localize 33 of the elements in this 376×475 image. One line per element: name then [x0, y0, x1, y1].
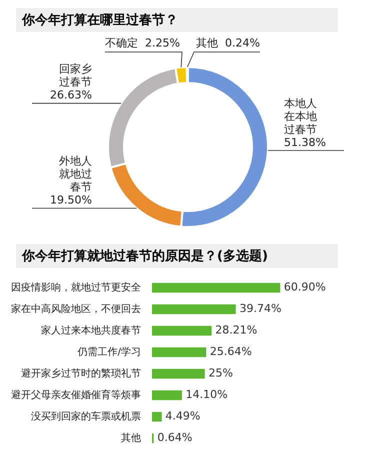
y-tick-label: 没买到回家的车票或机票: [31, 410, 141, 422]
y-tick-label: 因疫情影响，就地过节更安全: [11, 281, 141, 294]
slice-label: 其他 0.24%: [196, 36, 260, 50]
bar: [152, 368, 205, 379]
data-label: 25.64%: [210, 345, 252, 358]
data-label: 39.74%: [239, 302, 282, 316]
chart-title: 你今年打算在哪里过春节？: [16, 8, 338, 32]
y-tick-label: 家人过来本地共度春节: [41, 324, 141, 336]
data-label: 0.64%: [157, 431, 192, 444]
data-label: 28.21%: [215, 324, 258, 337]
data-label: 51.38%: [284, 136, 326, 149]
bar: [152, 347, 206, 358]
data-label: 60.90%: [284, 280, 326, 294]
slice-label: 外地人就地过春节: [59, 154, 92, 194]
bar: [152, 326, 212, 336]
slice-label: 不确定 2.25%: [105, 36, 180, 50]
data-label: 14.10%: [186, 388, 228, 402]
y-tick-label: 家在中高风险地区，不便回去: [11, 302, 141, 315]
slice-label: 回家乡过春节: [59, 62, 92, 89]
chart-title: 你今年打算就地过春节的原因是？(多选题): [16, 244, 338, 268]
bar: [152, 412, 162, 422]
y-tick-label: 仍需工作/学习: [76, 346, 141, 358]
data-label: 25%: [208, 366, 233, 380]
bar: [152, 304, 236, 314]
data-label: 19.50%: [50, 194, 92, 207]
y-tick-label: 其他: [121, 432, 141, 444]
bar: [152, 282, 280, 293]
data-label: 4.49%: [165, 410, 200, 423]
data-label: 26.63%: [50, 88, 92, 102]
y-tick-label: 避开父母亲友催婚催育等烦事: [11, 388, 141, 401]
y-tick-label: 避开家乡过节时的繁琐礼节: [21, 367, 141, 380]
slice-label: 本地人在本地过春节: [284, 96, 317, 136]
bar: [152, 390, 182, 400]
